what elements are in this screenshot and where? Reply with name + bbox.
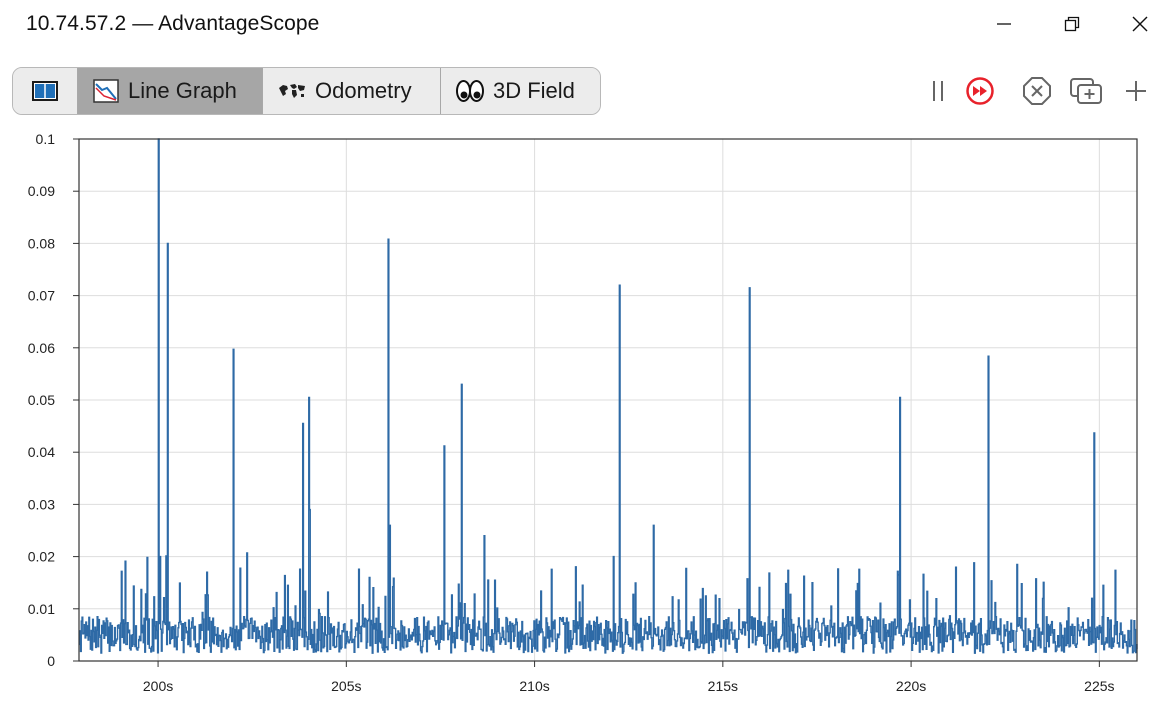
tab-bar: Line Graph Odometry 3D Field (12, 67, 601, 115)
fast-forward-icon (966, 77, 994, 105)
world-map-icon (277, 80, 307, 102)
book-icon (32, 81, 58, 101)
y-tick-label: 0.02 (28, 549, 55, 565)
tab-odometry-label: Odometry (315, 78, 412, 103)
minimize-icon (997, 23, 1011, 25)
x-tick-label: 225s (1084, 678, 1114, 694)
close-tab-button[interactable] (1020, 74, 1054, 108)
y-tick-label: 0.03 (28, 496, 55, 512)
tab-line-graph[interactable]: Line Graph (77, 68, 262, 114)
tab-3d-field-label: 3D Field (493, 78, 575, 103)
restore-button[interactable] (1046, 0, 1098, 48)
x-tick-label: 220s (896, 678, 926, 694)
y-tick-label: 0.09 (28, 183, 55, 199)
add-tab-button[interactable] (1119, 74, 1153, 108)
pause-button[interactable] (921, 74, 955, 108)
tab-line-graph-label: Line Graph (128, 78, 237, 103)
window-title: 10.74.57.2 — AdvantageScope (26, 12, 320, 35)
y-tick-label: 0.06 (28, 340, 55, 356)
y-axis-ticks: 0 0.01 0.02 0.03 0.04 0.05 0.06 0.07 0.08 0.09 0.1 (28, 131, 79, 669)
minimize-button[interactable] (978, 0, 1030, 48)
x-tick-label: 205s (331, 678, 361, 694)
plus-icon (1126, 81, 1146, 101)
new-window-icon (1070, 78, 1102, 104)
close-icon (1132, 16, 1148, 32)
plot-frame (78, 138, 1138, 662)
y-tick-label: 0.08 (28, 235, 55, 251)
y-tick-label: 0.1 (36, 131, 56, 147)
restore-icon (1064, 16, 1080, 32)
y-tick-label: 0.04 (28, 444, 55, 460)
y-tick-label: 0.07 (28, 288, 55, 304)
title-bar: 10.74.57.2 — AdvantageScope (0, 0, 1158, 50)
x-tick-label: 200s (143, 678, 173, 694)
tab-odometry[interactable]: Odometry (262, 68, 440, 114)
new-window-button[interactable] (1069, 74, 1103, 108)
live-mode-button[interactable] (963, 74, 997, 108)
series-line (79, 138, 1138, 654)
y-tick-label: 0.01 (28, 601, 55, 617)
close-window-button[interactable] (1114, 0, 1158, 48)
x-tick-label: 210s (519, 678, 549, 694)
x-tick-label: 215s (708, 678, 738, 694)
line-graph-icon (92, 78, 120, 104)
x-axis-ticks: 200s 205s 210s 215s 220s 225s (143, 661, 1115, 694)
close-circle-icon (1023, 77, 1051, 105)
line-graph-chart[interactable]: 0 0.01 0.02 0.03 0.04 0.05 0.06 0.07 0.08 0.09 0.1… (0, 124, 1158, 708)
grid-lines (79, 138, 1137, 662)
pause-icon (933, 81, 943, 101)
y-tick-label: 0 (47, 653, 55, 669)
y-tick-label: 0.05 (28, 392, 55, 408)
eyes-icon (455, 78, 485, 104)
tab-3d-field[interactable]: 3D Field (440, 68, 600, 114)
tab-documentation[interactable] (13, 68, 77, 114)
